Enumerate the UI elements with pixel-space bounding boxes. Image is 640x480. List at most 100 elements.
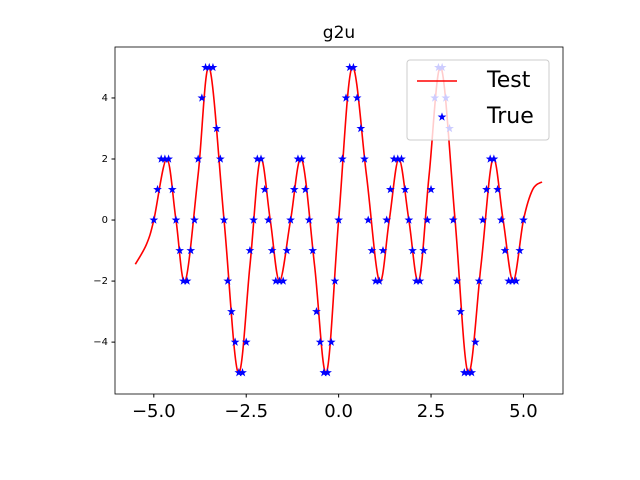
true-point (448, 215, 458, 224)
true-point (223, 276, 233, 285)
true-point (397, 154, 406, 163)
y-tick-label: 0 (102, 215, 108, 226)
true-point (167, 184, 177, 194)
true-point (426, 184, 436, 194)
true-point (297, 154, 307, 163)
true-point (315, 337, 325, 346)
y-tick-label: −2 (93, 276, 108, 287)
true-point (241, 337, 251, 346)
true-point (215, 154, 225, 163)
true-point (400, 184, 410, 194)
true-point (193, 154, 203, 163)
true-point (382, 215, 392, 224)
y-tick-label: −4 (93, 337, 108, 348)
true-point (511, 276, 521, 285)
true-point (378, 245, 388, 255)
true-point (156, 154, 166, 163)
true-point (149, 215, 159, 224)
true-point (245, 245, 255, 255)
true-point (507, 276, 517, 285)
true-point (252, 154, 262, 163)
true-point (160, 154, 170, 163)
x-tick-label: −5.0 (132, 401, 176, 422)
true-point (289, 184, 299, 194)
true-point (308, 245, 318, 255)
true-point (271, 276, 281, 285)
true-point (404, 215, 414, 224)
true-point (238, 368, 247, 377)
true-point (212, 123, 222, 133)
true-point (260, 184, 270, 194)
x-tick-label: 5.0 (509, 401, 538, 422)
true-point (386, 184, 395, 194)
true-point (389, 154, 399, 163)
true-point (519, 215, 528, 224)
true-point (227, 307, 236, 316)
true-point (234, 368, 244, 377)
true-point (304, 215, 314, 224)
true-point (264, 215, 273, 224)
true-point (474, 276, 484, 285)
true-point (478, 215, 488, 224)
true-point (275, 276, 284, 285)
true-point (411, 276, 421, 285)
true-point (300, 184, 310, 194)
legend-label: Test (486, 68, 531, 93)
true-point (204, 62, 214, 72)
true-point (326, 337, 336, 346)
true-point (393, 154, 403, 163)
true-point (489, 154, 499, 163)
true-point (175, 245, 185, 255)
true-point (286, 215, 295, 224)
true-point (153, 184, 162, 194)
true-point (504, 276, 514, 285)
true-point (456, 307, 465, 316)
true-point (493, 184, 502, 194)
true-point (345, 62, 355, 72)
legend-star (437, 112, 447, 121)
true-point (485, 154, 495, 163)
true-point (367, 245, 377, 255)
true-point (500, 245, 510, 255)
true-point (293, 154, 303, 163)
true-point (419, 245, 429, 255)
true-point (190, 215, 199, 224)
true-point (164, 154, 173, 163)
true-point (515, 245, 525, 255)
true-point (371, 276, 380, 285)
true-point (422, 215, 432, 224)
x-tick-label: −2.5 (224, 401, 268, 422)
true-point (171, 215, 181, 224)
true-point (337, 154, 347, 163)
true-point (341, 93, 351, 102)
true-point (452, 276, 462, 285)
true-point (356, 123, 366, 133)
true-point (363, 215, 373, 224)
true-point (360, 154, 369, 163)
true-point (312, 307, 321, 316)
x-tick-label: 0.0 (324, 401, 353, 422)
true-point (182, 276, 192, 285)
legend-box (406, 59, 550, 141)
true-point (415, 276, 425, 285)
true-point (219, 215, 229, 224)
true-point (256, 154, 266, 163)
true-point (496, 215, 506, 224)
true-point (267, 245, 277, 255)
legend-label: True (486, 104, 534, 129)
true-point (349, 62, 358, 72)
true-point (482, 184, 491, 194)
true-point (197, 93, 207, 102)
true-point (230, 337, 240, 346)
true-point (179, 276, 188, 285)
true-point (471, 337, 480, 346)
true-point (208, 62, 218, 72)
x-tick-label: 2.5 (417, 401, 446, 422)
true-point (459, 368, 469, 377)
y-tick-label: 4 (102, 93, 108, 104)
true-point (352, 93, 362, 102)
true-point (282, 245, 292, 255)
true-point (408, 245, 417, 255)
true-point (186, 245, 196, 255)
